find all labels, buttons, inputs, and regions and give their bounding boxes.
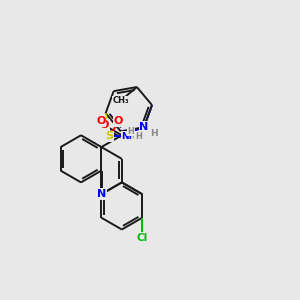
Text: H: H	[150, 129, 158, 138]
Text: H: H	[128, 127, 134, 136]
Text: H: H	[135, 132, 142, 141]
Text: S: S	[106, 131, 114, 142]
Text: NH₂: NH₂	[121, 132, 140, 141]
Text: N: N	[97, 189, 106, 199]
Text: O: O	[96, 116, 106, 126]
Text: N: N	[139, 122, 148, 132]
Text: O: O	[100, 120, 109, 130]
Text: O: O	[114, 116, 123, 126]
Text: Cl: Cl	[136, 233, 148, 243]
Text: CH₃: CH₃	[112, 96, 129, 105]
